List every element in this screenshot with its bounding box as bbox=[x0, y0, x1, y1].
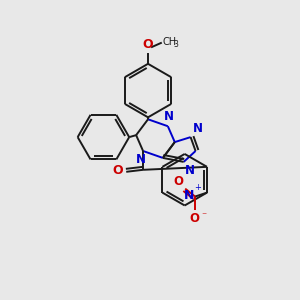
Text: O: O bbox=[143, 38, 153, 51]
Text: O: O bbox=[173, 175, 183, 188]
Text: +: + bbox=[195, 183, 202, 192]
Text: O: O bbox=[112, 164, 123, 177]
Text: N: N bbox=[184, 189, 194, 202]
Text: CH: CH bbox=[163, 37, 177, 47]
Text: N: N bbox=[185, 164, 195, 177]
Text: ⁻: ⁻ bbox=[201, 212, 206, 221]
Text: N: N bbox=[193, 122, 202, 135]
Text: 3: 3 bbox=[174, 40, 179, 50]
Text: N: N bbox=[164, 110, 174, 123]
Text: O: O bbox=[189, 212, 199, 225]
Text: N: N bbox=[136, 153, 146, 166]
